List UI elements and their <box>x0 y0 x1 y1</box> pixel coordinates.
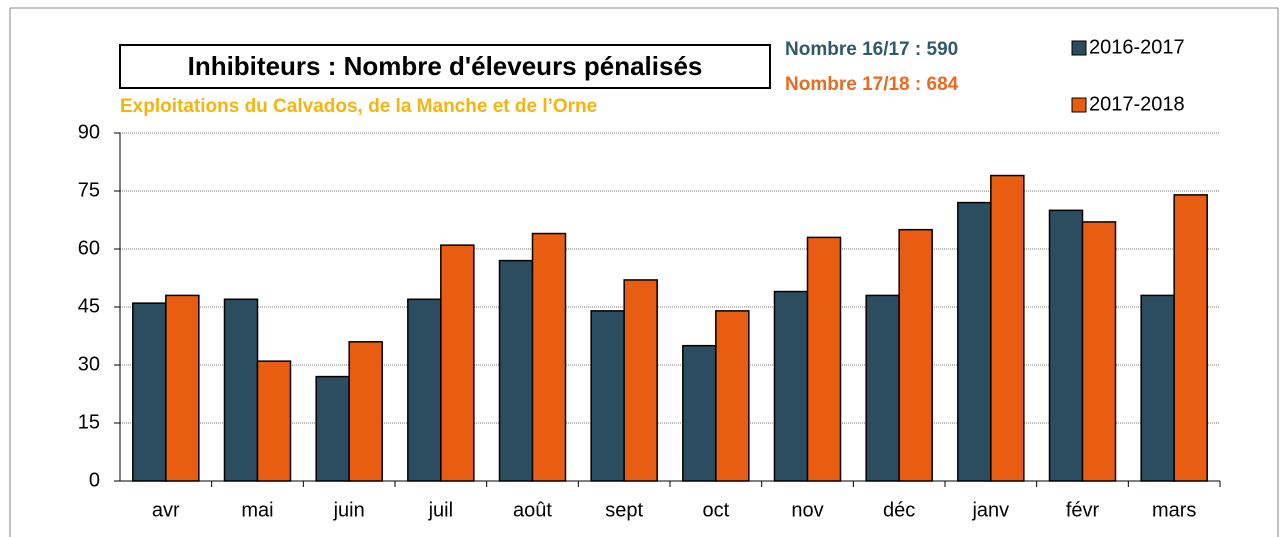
title-box <box>119 44 771 89</box>
bar <box>315 375 350 482</box>
bar <box>1048 209 1084 482</box>
y-tick-label: 15 <box>78 411 100 433</box>
bar <box>440 244 475 482</box>
bar <box>256 360 292 482</box>
x-tick-label: déc <box>883 499 915 521</box>
bar <box>898 228 933 482</box>
y-tick-label: 60 <box>78 237 100 259</box>
annotation: Nombre 16/17 : 590 <box>785 39 958 60</box>
legend-label: 2017-2018 <box>1089 93 1185 115</box>
x-tick-label: oct <box>702 499 729 521</box>
y-tick-label: 90 <box>78 121 100 143</box>
x-tick-label: févr <box>1066 499 1100 521</box>
bar <box>132 302 167 482</box>
y-tick-label: 45 <box>78 295 100 317</box>
x-tick-label: juil <box>428 499 453 521</box>
bar <box>590 310 625 482</box>
annotation: Nombre 17/18 : 684 <box>785 74 959 95</box>
bar <box>715 310 750 482</box>
y-tick-label: 30 <box>78 353 100 375</box>
bar <box>1173 194 1208 482</box>
x-tick-label: avr <box>152 499 180 521</box>
x-tick-label: janv <box>971 499 1009 521</box>
bar <box>682 344 717 482</box>
x-tick-label: nov <box>791 499 823 521</box>
bar <box>1081 221 1117 482</box>
bar <box>806 236 842 482</box>
x-tick-label: août <box>513 499 552 521</box>
bar <box>531 232 567 482</box>
x-tick-label: mars <box>1152 499 1196 521</box>
bar <box>773 290 809 482</box>
bar <box>223 298 259 482</box>
bar <box>498 259 534 482</box>
bar <box>1140 294 1175 482</box>
x-tick-label: juin <box>333 499 365 521</box>
bar <box>407 298 442 482</box>
x-tick-label: mai <box>241 499 273 521</box>
bar <box>623 279 658 482</box>
x-tick-label: sept <box>605 499 643 521</box>
chart-title: Inhibiteurs : Nombre d'éleveurs pénalisé… <box>188 51 703 81</box>
bar <box>990 174 1025 482</box>
bar <box>865 294 900 482</box>
chart-subtitle: Exploitations du Calvados, de la Manche … <box>120 96 597 117</box>
legend-label: 2016-2017 <box>1089 36 1185 58</box>
bar <box>348 341 383 482</box>
y-tick-label: 0 <box>89 469 100 491</box>
y-tick-label: 75 <box>78 179 100 201</box>
bar <box>957 201 992 482</box>
legend-swatch <box>1071 97 1087 113</box>
legend-swatch <box>1071 40 1087 56</box>
bar <box>165 294 200 482</box>
